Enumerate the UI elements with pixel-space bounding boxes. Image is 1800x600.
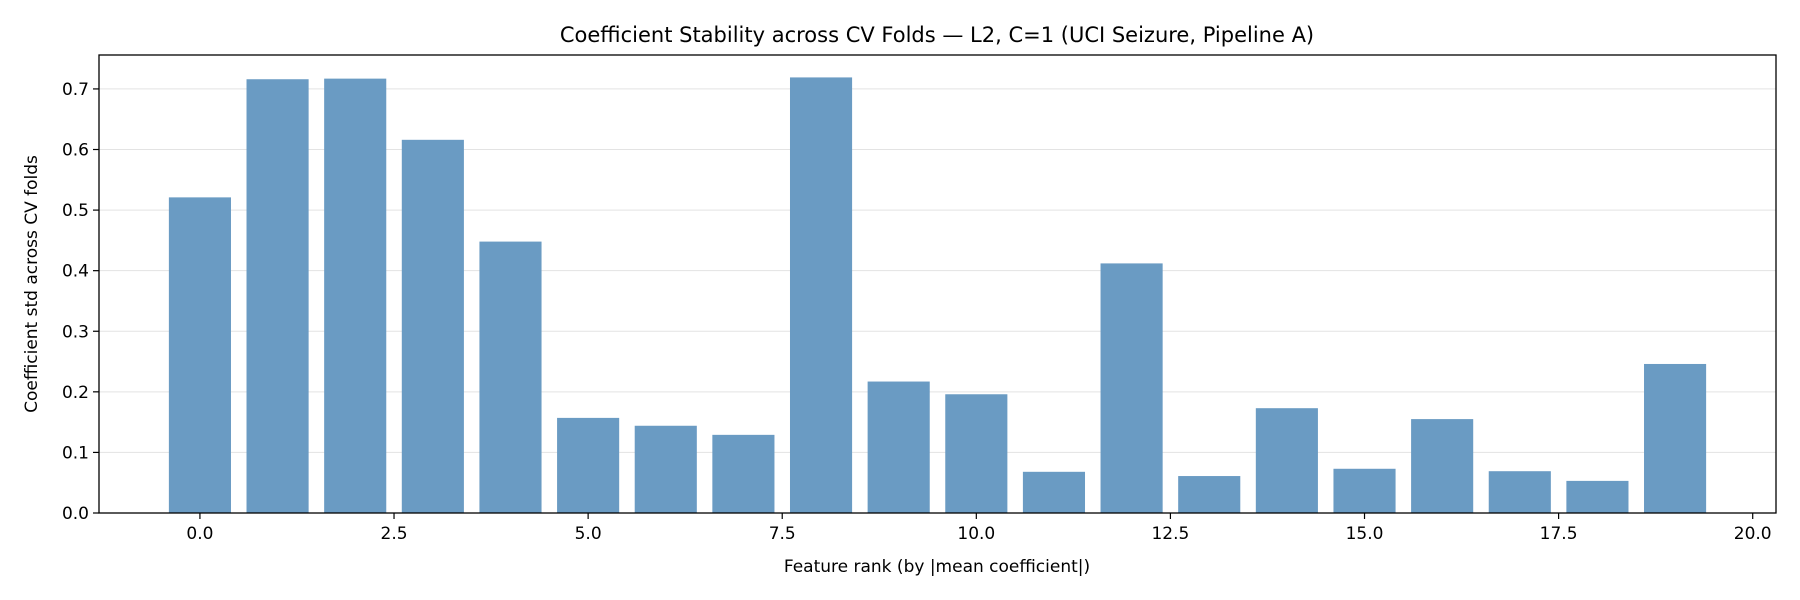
bar	[1566, 480, 1629, 513]
bar	[324, 78, 387, 513]
y-axis-label: Coefficient std across CV folds	[22, 155, 42, 413]
x-tick-label: 17.5	[1540, 524, 1578, 544]
x-tick-label: 10.0	[957, 524, 995, 544]
bar	[557, 417, 620, 513]
y-tick-label: 0.2	[62, 383, 89, 403]
x-tick-label: 7.5	[769, 524, 796, 544]
bar	[867, 381, 930, 513]
bar	[401, 139, 464, 513]
bars	[168, 77, 1707, 514]
y-tick-label: 0.5	[62, 201, 89, 221]
y-axis-ticks: 0.0 0.1 0.2 0.3 0.4 0.5 0.6 0.7	[62, 80, 99, 524]
x-tick-label: 0.0	[186, 524, 213, 544]
plot-frame	[98, 54, 1777, 514]
bar	[1100, 263, 1163, 513]
bar	[1333, 468, 1396, 513]
bar	[1411, 419, 1474, 513]
bar	[1178, 476, 1241, 513]
bar	[246, 79, 309, 514]
y-tick-label: 0.4	[62, 262, 89, 282]
x-tick-label: 5.0	[575, 524, 602, 544]
bar	[1022, 471, 1086, 513]
bar	[1255, 408, 1318, 513]
y-tick-label: 0.0	[62, 504, 89, 524]
x-axis-ticks: 0.0 2.5 5.0 7.5 10.0 12.5 15.0 17.5 20.0	[186, 513, 1772, 544]
x-axis-label: Feature rank (by |mean coefficient|)	[784, 557, 1090, 577]
bar	[1488, 471, 1551, 513]
y-tick-label: 0.6	[62, 141, 89, 161]
x-tick-label: 20.0	[1734, 524, 1772, 544]
x-tick-label: 12.5	[1151, 524, 1189, 544]
y-tick-label: 0.3	[62, 322, 89, 342]
y-tick-label: 0.7	[62, 80, 89, 100]
bar	[789, 77, 853, 513]
y-tick-label: 0.1	[62, 443, 89, 463]
bar	[1644, 363, 1707, 513]
bar	[168, 197, 231, 513]
bar	[712, 434, 775, 513]
bar	[945, 394, 1008, 513]
x-tick-label: 15.0	[1346, 524, 1384, 544]
x-tick-label: 2.5	[381, 524, 408, 544]
chart-title: Coefficient Stability across CV Folds — …	[560, 23, 1314, 47]
bar	[479, 241, 542, 513]
bar	[634, 425, 697, 513]
